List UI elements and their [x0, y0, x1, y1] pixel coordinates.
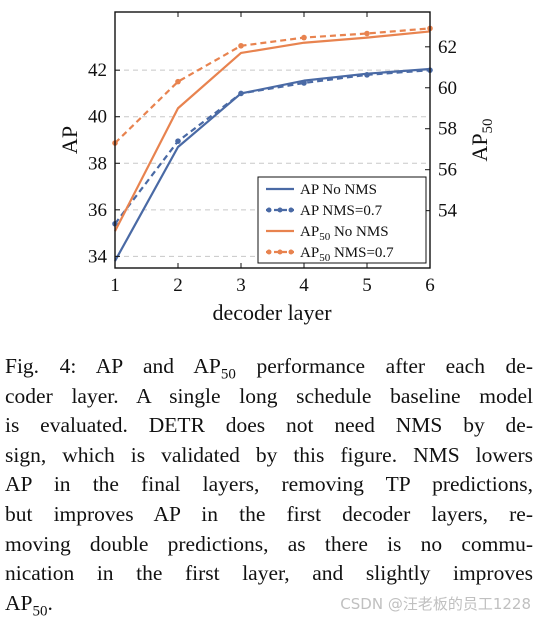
caption-line-1-text: Fig. 4: AP and AP [5, 354, 221, 378]
caption-line-4: sign, which is validated by this figure.… [5, 441, 533, 471]
series-2-point-5 [364, 72, 370, 78]
x-tick-label-5: 5 [362, 275, 372, 296]
series-2-point-3 [238, 90, 244, 97]
right-axis-ticks: 54 56 58 60 62 [425, 37, 458, 222]
caption-line-3-text: is evaluated. DETR does not need NMS by … [5, 413, 533, 438]
right-axis-label: AP50 [467, 118, 496, 161]
caption-line-1: Fig. 4: AP and AP50 performance after ea… [5, 352, 533, 382]
legend-label-3-rest: No NMS [330, 224, 388, 240]
legend-label-4: AP50 NMS=0.7 [300, 245, 394, 264]
x-axis-label: decoder layer [212, 300, 332, 325]
series-line-3 [114, 30, 431, 232]
legend-swatch-4-dot-2 [277, 249, 283, 255]
watermark: CSDN @汪老板的员工1228 [340, 595, 531, 613]
plot-frame [114, 11, 431, 269]
series-4-point-3 [238, 42, 244, 49]
caption-line-4-text: sign, which is validated by this figure.… [5, 442, 533, 467]
legend-swatch-4-dot-3 [288, 249, 294, 255]
caption-line-2: coder layer. A single long schedule base… [5, 382, 533, 412]
legend-swatch-2-dot-2 [277, 207, 283, 213]
right-tick-label-54: 54 [438, 201, 458, 222]
right-axis-label-sub: 50 [480, 118, 496, 133]
legend-label-4-main: AP [300, 245, 319, 261]
legend-label-4-sub: 50 [319, 252, 331, 264]
series-4-point-5 [364, 30, 370, 37]
right-tick-label-62: 62 [438, 37, 457, 58]
left-axis-label: AP [57, 126, 82, 154]
legend-label-1: AP No NMS [300, 182, 377, 198]
caption-line-2-text: coder layer. A single long schedule base… [5, 383, 533, 408]
caption-line-8: nication in the first layer, and slightl… [5, 559, 533, 589]
series-4-point-4 [301, 34, 307, 41]
legend-label-4-rest: NMS=0.7 [330, 245, 394, 261]
caption-line-9-subscript: 50 [32, 603, 48, 620]
right-tick-label-58: 58 [438, 119, 457, 140]
series-2-point-2 [175, 138, 181, 144]
legend-label-1-rest: No NMS [319, 182, 377, 198]
x-axis-ticks: 1 2 3 4 5 6 [110, 12, 435, 296]
figure-caption: Fig. 4: AP and AP50 performance after ea… [5, 352, 533, 619]
legend-label-2-main: AP [300, 203, 319, 219]
legend-swatch-2-dot-1 [266, 207, 272, 213]
legend-swatch-4-dot-1 [266, 249, 272, 255]
caption-line-6-text: but improves AP in the first decoder lay… [5, 501, 533, 526]
x-tick-label-6: 6 [425, 275, 435, 296]
left-tick-label-38: 38 [88, 153, 107, 174]
caption-line-7: moving double predictions, as there is n… [5, 530, 533, 560]
legend-box [257, 176, 427, 264]
chart-series-layer [112, 25, 433, 262]
left-tick-label-34: 34 [88, 246, 108, 267]
caption-line-5: AP in the final layers, removing TP pred… [5, 470, 533, 500]
series-2-point-4 [301, 80, 307, 86]
caption-line-9-text: AP [5, 590, 33, 615]
right-axis-label-main: AP [467, 133, 492, 161]
left-tick-label-40: 40 [88, 107, 107, 128]
x-tick-label-1: 1 [110, 275, 120, 296]
legend-label-1-main: AP [300, 182, 319, 198]
right-tick-label-60: 60 [438, 78, 457, 99]
x-tick-label-3: 3 [236, 275, 246, 296]
left-tick-label-42: 42 [88, 60, 107, 81]
legend-label-3-sub: 50 [319, 231, 331, 243]
legend-label-2: AP NMS=0.7 [300, 203, 383, 219]
left-tick-label-36: 36 [88, 200, 107, 221]
caption-line-9-tail: . [47, 590, 53, 615]
series-4-point-2 [175, 78, 181, 85]
series-line-1 [114, 67, 431, 262]
caption-line-1-tail: performance after each de- [235, 354, 533, 378]
caption-line-6: but improves AP in the first decoder lay… [5, 500, 533, 530]
caption-line-3: is evaluated. DETR does not need NMS by … [5, 411, 533, 441]
left-axis-ticks: 34 36 38 40 42 [88, 60, 120, 267]
legend-label-3: AP50 No NMS [300, 224, 389, 243]
series-line-4 [114, 27, 431, 144]
legend-label-2-rest: NMS=0.7 [319, 203, 383, 219]
caption-line-8-text: nication in the first layer, and slightl… [5, 561, 533, 586]
series-line-2 [114, 69, 431, 225]
right-tick-label-56: 56 [438, 160, 457, 181]
caption-line-5-text: AP in the final layers, removing TP pred… [5, 472, 533, 497]
legend-label-3-main: AP [300, 224, 319, 240]
legend-swatch-2-dot-3 [288, 207, 294, 213]
caption-line-7-text: moving double predictions, as there is n… [5, 531, 533, 556]
caption-line-9: AP50. [5, 589, 533, 619]
x-tick-label-4: 4 [299, 275, 309, 296]
caption-line-1-subscript: 50 [220, 366, 236, 383]
x-tick-label-2: 2 [173, 275, 183, 296]
